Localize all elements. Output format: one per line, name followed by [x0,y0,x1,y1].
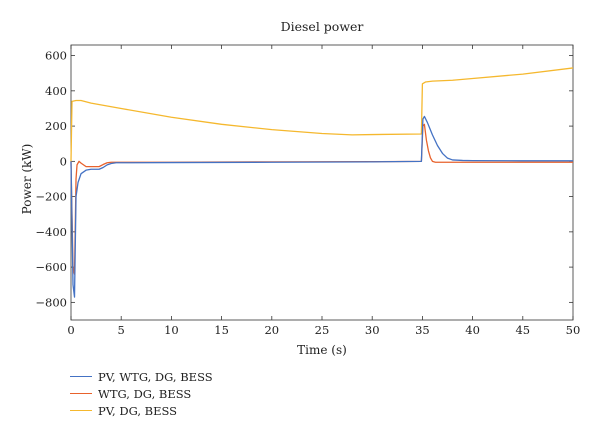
y-tick-label: 0 [60,154,67,168]
series-line-3 [70,67,574,162]
y-tick-label: −600 [35,260,67,274]
x-tick-label: 50 [566,323,581,337]
legend-item: PV, WTG, DG, BESS [70,368,213,385]
y-tick-label: 200 [45,119,67,133]
x-tick-label: 30 [365,323,380,337]
legend-label: PV, DG, BESS [98,403,178,418]
y-tick-label: 400 [45,84,67,98]
series-line-2 [70,123,573,275]
legend-item: PV, DG, BESS [70,402,213,419]
x-tick-label: 5 [118,323,125,337]
chart-title: Diesel power [281,19,364,34]
x-tick-label: 0 [67,323,74,337]
y-tick-label: 600 [45,49,67,63]
plot-frame [70,44,574,321]
x-tick-label: 35 [415,323,430,337]
y-tick-label: −400 [35,225,67,239]
x-tick-label: 25 [315,323,330,337]
legend-label: PV, WTG, DG, BESS [98,369,213,384]
x-tick-label: 20 [264,323,279,337]
y-tick-label: −200 [35,190,67,204]
y-axis-label: Power (kW) [20,144,34,215]
x-tick-label: 15 [214,323,229,337]
plot-area: 0 5 10 15 20 25 30 35 40 45 50 −800 −600 −400 −200 0 200… [35,44,581,337]
legend: PV, WTG, DG, BESS WTG, DG, BESS PV, DG, BE… [70,368,213,419]
legend-swatch [70,376,92,377]
x-tick-label: 45 [515,323,530,337]
legend-swatch [70,410,92,411]
legend-swatch [70,393,92,394]
y-tick-label: −800 [35,295,67,309]
x-tick-label: 10 [164,323,179,337]
x-tick-label: 40 [465,323,480,337]
x-axis-label: Time (s) [297,343,347,357]
series-line-1 [70,115,573,298]
legend-label: WTG, DG, BESS [98,386,192,401]
legend-item: WTG, DG, BESS [70,385,213,402]
